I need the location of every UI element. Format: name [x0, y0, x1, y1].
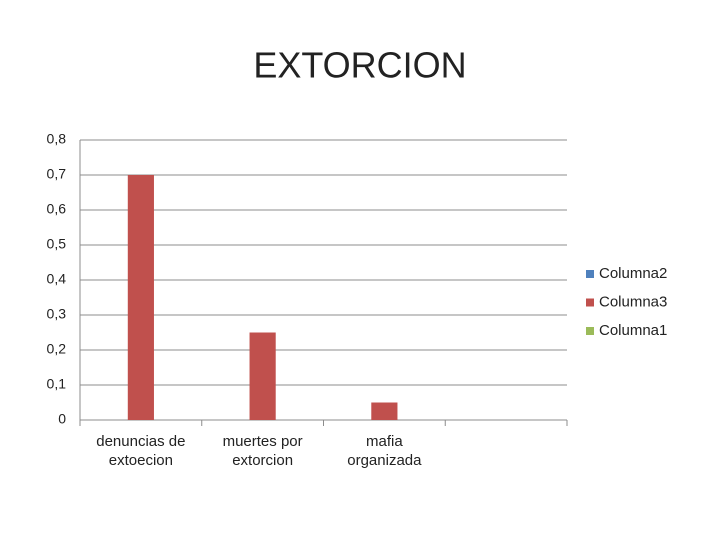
legend-label: Columna3: [599, 293, 667, 310]
legend-swatch: [586, 270, 594, 278]
y-tick-label: 0,5: [47, 236, 67, 252]
bar: [127, 175, 154, 420]
x-tick-label: muertes por extorcion: [222, 433, 303, 469]
y-tick-label: 0,8: [47, 131, 67, 147]
bar: [371, 402, 398, 420]
legend-swatch: [586, 298, 594, 307]
y-tick-label: 0,4: [47, 271, 67, 287]
bar: [249, 332, 276, 420]
chart-title: EXTORCION: [253, 45, 466, 86]
y-tick-label: 0: [58, 411, 66, 427]
y-tick-label: 0,7: [47, 166, 67, 182]
x-tick-label: denuncias de extoecion: [96, 433, 186, 469]
y-tick-label: 0,2: [47, 341, 67, 357]
legend-label: Columna1: [599, 322, 667, 339]
x-tick-label: mafia organizada: [347, 433, 422, 469]
legend-swatch: [586, 327, 594, 335]
y-tick-label: 0,6: [47, 201, 67, 217]
legend-label: Columna2: [599, 265, 667, 282]
y-tick-label: 0,3: [47, 306, 67, 322]
y-tick-label: 0,1: [47, 376, 67, 392]
